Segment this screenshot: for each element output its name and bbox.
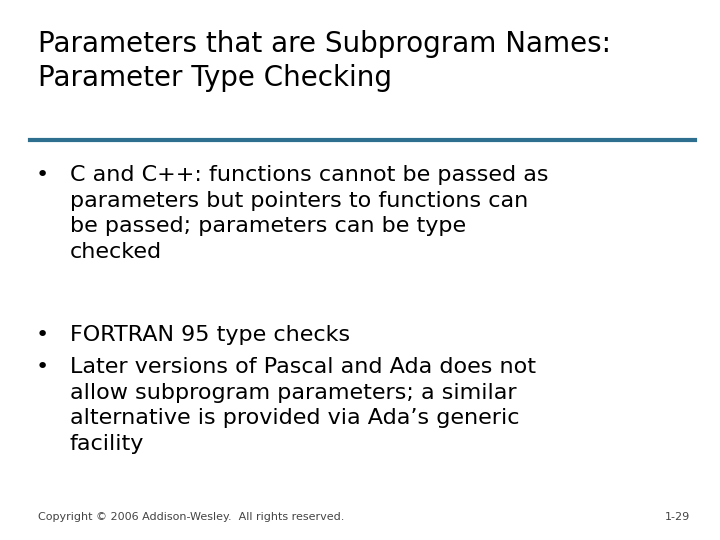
Text: FORTRAN 95 type checks: FORTRAN 95 type checks xyxy=(70,325,350,345)
Text: Later versions of Pascal and Ada does not
allow subprogram parameters; a similar: Later versions of Pascal and Ada does no… xyxy=(70,357,536,454)
Text: •: • xyxy=(36,325,49,345)
Text: Copyright © 2006 Addison-Wesley.  All rights reserved.: Copyright © 2006 Addison-Wesley. All rig… xyxy=(38,512,344,522)
Text: 1-29: 1-29 xyxy=(665,512,690,522)
Text: •: • xyxy=(36,165,49,185)
Text: Parameters that are Subprogram Names:
Parameter Type Checking: Parameters that are Subprogram Names: Pa… xyxy=(38,30,611,91)
Text: •: • xyxy=(36,357,49,377)
Text: C and C++: functions cannot be passed as
parameters but pointers to functions ca: C and C++: functions cannot be passed as… xyxy=(70,165,549,262)
